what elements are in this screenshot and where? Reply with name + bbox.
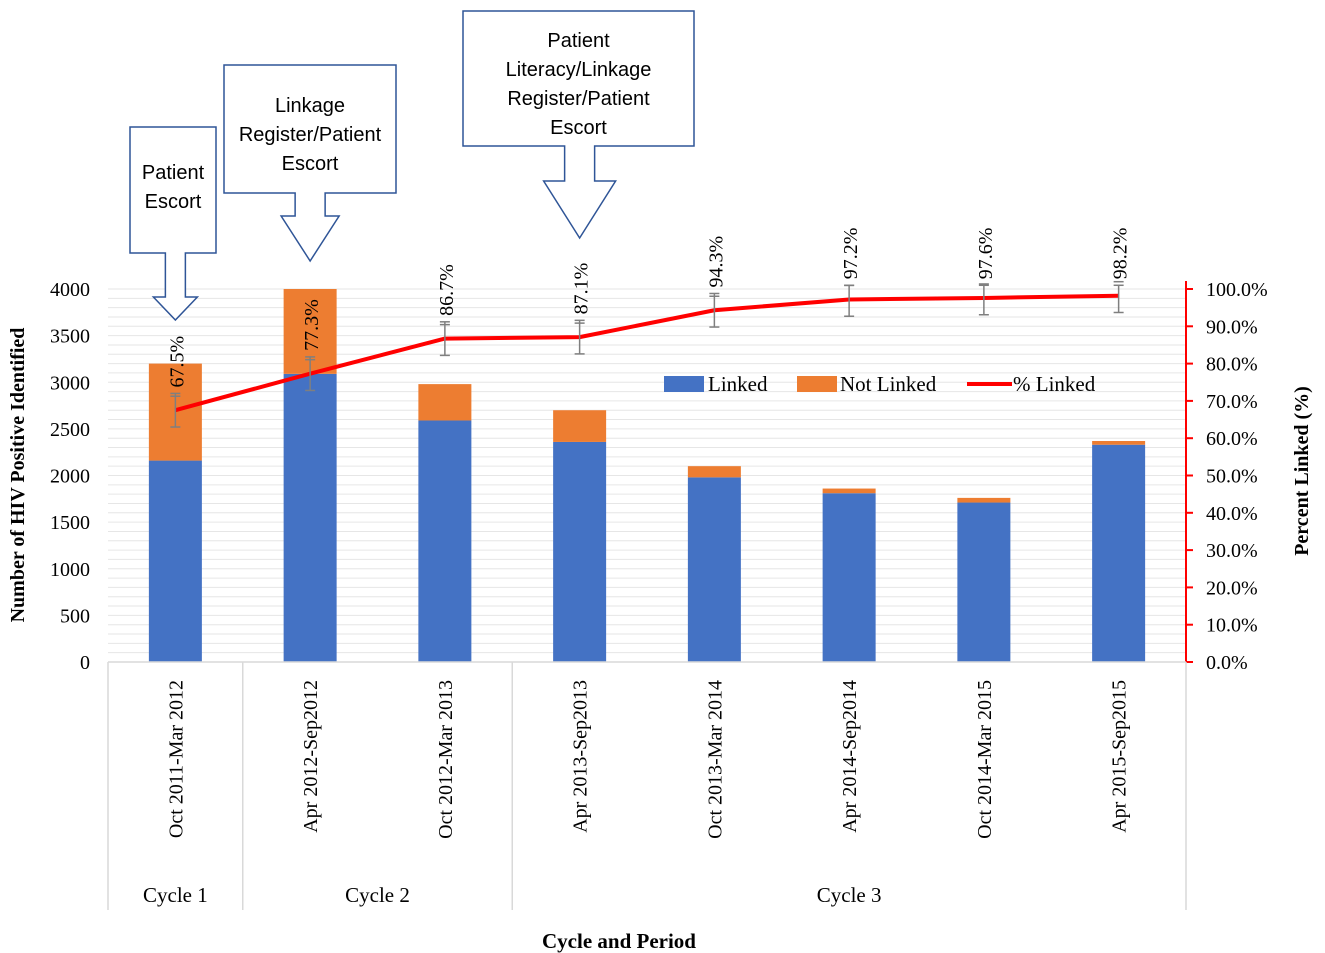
x-tick-label: Apr 2012-Sep2012: [300, 680, 322, 833]
x-tick-label: Apr 2015-Sep2015: [1109, 680, 1131, 833]
y-tick-label: 2000: [50, 466, 90, 488]
legend-label-percent-linked: % Linked: [1013, 372, 1096, 396]
callout-text: Escort: [550, 117, 607, 139]
percent-data-label: 98.2%: [1110, 228, 1132, 280]
y-tick-label: 3500: [50, 326, 90, 348]
callout-text: Escort: [282, 153, 339, 175]
legend: Linked Not Linked % Linked: [664, 372, 1096, 396]
y2-tick-label: 50.0%: [1206, 466, 1258, 488]
percent-data-label: 97.2%: [840, 228, 862, 280]
legend-swatch-linked: [664, 376, 704, 392]
y-tick-label: 3000: [50, 372, 90, 394]
x-axis-title: Cycle and Period: [542, 929, 696, 953]
y-tick-label: 1000: [50, 559, 90, 581]
cycle-label: Cycle 1: [143, 883, 208, 907]
bar-linked: [822, 493, 876, 662]
bar-not-linked: [418, 384, 472, 421]
cycle-label: Cycle 2: [345, 883, 410, 907]
percent-data-label: 77.3%: [301, 299, 323, 351]
x-tick-label: Apr 2014-Sep2014: [839, 680, 861, 833]
callout-shape: [462, 10, 695, 240]
x-tick-label: Apr 2013-Sep2013: [570, 680, 592, 833]
y2-tick-label: 100.0%: [1206, 279, 1268, 301]
percent-data-label: 67.5%: [166, 336, 188, 388]
bar-not-linked: [957, 497, 1011, 503]
y2-tick-label: 30.0%: [1206, 540, 1258, 562]
percent-data-label: 86.7%: [436, 264, 458, 316]
y2-tick-label: 80.0%: [1206, 354, 1258, 376]
y-tick-label: 500: [60, 605, 90, 627]
y-tick-label: 0: [80, 652, 90, 674]
percent-linked-line: 67.5% 77.3% 86.7% 87.1% 94.3% 97.2% 97.6% 98.2%: [166, 228, 1132, 428]
bar-not-linked: [687, 466, 741, 478]
bar-linked: [687, 477, 741, 662]
x-tick-label: Oct 2012-Mar 2013: [435, 680, 457, 839]
callout-text: Literacy/Linkage: [506, 59, 652, 81]
gridlines: [108, 288, 1186, 654]
legend-label-not-linked: Not Linked: [840, 372, 937, 396]
y2-tick-label: 20.0%: [1206, 577, 1258, 599]
y2-tick-label: 60.0%: [1206, 428, 1258, 450]
bar-linked: [553, 441, 607, 662]
y-axis-title: Number of HIV Positive Identified: [7, 328, 29, 623]
callout-text: Linkage: [275, 95, 345, 117]
callout-text: Register/Patient: [507, 88, 650, 110]
bar-linked: [283, 373, 337, 662]
percent-data-label: 94.3%: [705, 236, 727, 288]
bar-not-linked: [822, 488, 876, 494]
callout-shape: [223, 64, 397, 263]
callout-text: Escort: [145, 191, 202, 213]
callout-text: Register/Patient: [239, 124, 382, 146]
bar-linked: [418, 420, 472, 662]
bar-not-linked: [553, 410, 607, 442]
bar-linked: [1092, 444, 1146, 662]
percent-linked-series-line: [174, 293, 1119, 413]
legend-label-linked: Linked: [708, 372, 768, 396]
percent-data-label: 97.6%: [975, 228, 997, 280]
x-tick-label: Oct 2013-Mar 2014: [704, 680, 726, 839]
y2-tick-label: 70.0%: [1206, 391, 1258, 413]
callout-shape: [129, 126, 217, 322]
bar-not-linked: [1092, 440, 1146, 445]
y-tick-label: 2500: [50, 419, 90, 441]
legend-swatch-not-linked: [797, 376, 837, 392]
axes: 0 500 1000 1500 2000 2500 3000 3500 4000 0.0% 10.0…: [50, 279, 1268, 910]
x-tick-label: Oct 2014-Mar 2015: [974, 680, 996, 839]
y2-tick-label: 0.0%: [1206, 652, 1248, 674]
bars: [148, 289, 1146, 662]
y-tick-label: 1500: [50, 512, 90, 534]
cycle-label: Cycle 3: [817, 883, 882, 907]
bar-linked: [957, 502, 1011, 662]
x-tick-label: Oct 2011-Mar 2012: [165, 680, 187, 838]
y2-tick-label: 40.0%: [1206, 503, 1258, 525]
y2-tick-label: 10.0%: [1206, 615, 1258, 637]
callout-text: Patient: [547, 30, 610, 52]
y2-tick-label: 90.0%: [1206, 316, 1258, 338]
y2-axis-title: Percent Linked (%): [1291, 386, 1313, 556]
y-tick-label: 4000: [50, 279, 90, 301]
callouts: Patient Escort Linkage Register/Patient Esco…: [129, 10, 695, 322]
bar-linked: [148, 460, 202, 662]
callout-text: Patient: [142, 162, 205, 184]
percent-data-label: 87.1%: [571, 263, 593, 315]
